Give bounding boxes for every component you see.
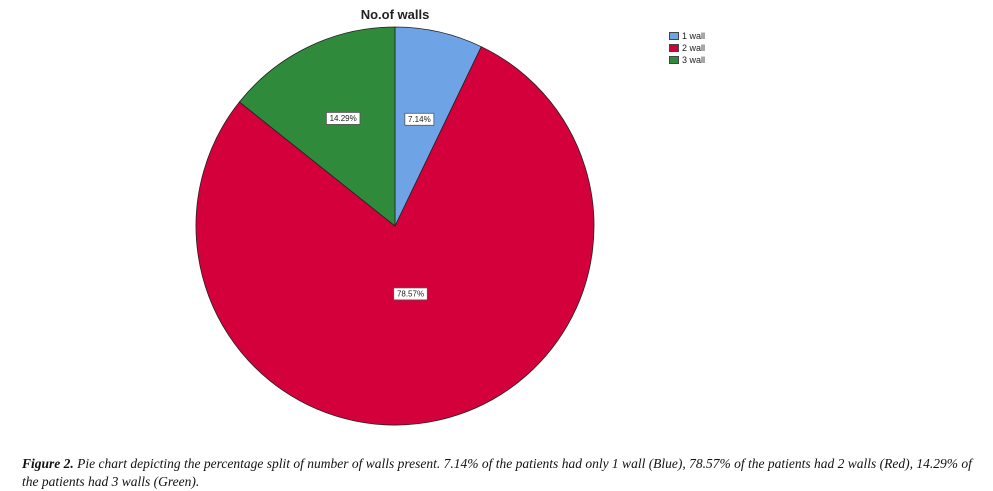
svg-text:14.29%: 14.29%	[330, 114, 357, 123]
pie-plot: 7.14% 78.57% 14.29%	[195, 26, 595, 426]
legend-item-1-wall: 1 wall	[669, 30, 705, 42]
caption-text: Pie chart depicting the percentage split…	[22, 456, 972, 489]
legend-label: 2 wall	[682, 43, 706, 53]
data-label: 7.14%	[404, 112, 435, 126]
legend-swatch	[669, 32, 679, 40]
data-label: 14.29%	[325, 112, 361, 125]
data-label: 78.57%	[393, 287, 428, 301]
pie-chart: No.of walls 7.14% 78.57% 14.29% 1 wall 2 wa…	[195, 7, 705, 426]
legend-label: 1 wall	[682, 31, 706, 41]
svg-text:78.57%: 78.57%	[397, 289, 424, 298]
figure-caption: Figure 2. Pie chart depicting the percen…	[22, 455, 977, 491]
pie-slice-3-wall	[238, 26, 396, 227]
legend-item-3-wall: 3 wall	[669, 54, 705, 66]
legend-item-2-wall: 2 wall	[669, 42, 705, 54]
pie-slice-2-wall	[195, 46, 595, 426]
legend-swatch	[669, 44, 679, 52]
svg-text:7.14%: 7.14%	[408, 115, 431, 124]
legend: 1 wall 2 wall 3 wall	[669, 30, 705, 66]
legend-label: 3 wall	[682, 55, 706, 65]
legend-swatch	[669, 56, 679, 64]
figure-ref: Figure 2.	[22, 456, 74, 471]
chart-title: No.of walls	[360, 7, 430, 22]
